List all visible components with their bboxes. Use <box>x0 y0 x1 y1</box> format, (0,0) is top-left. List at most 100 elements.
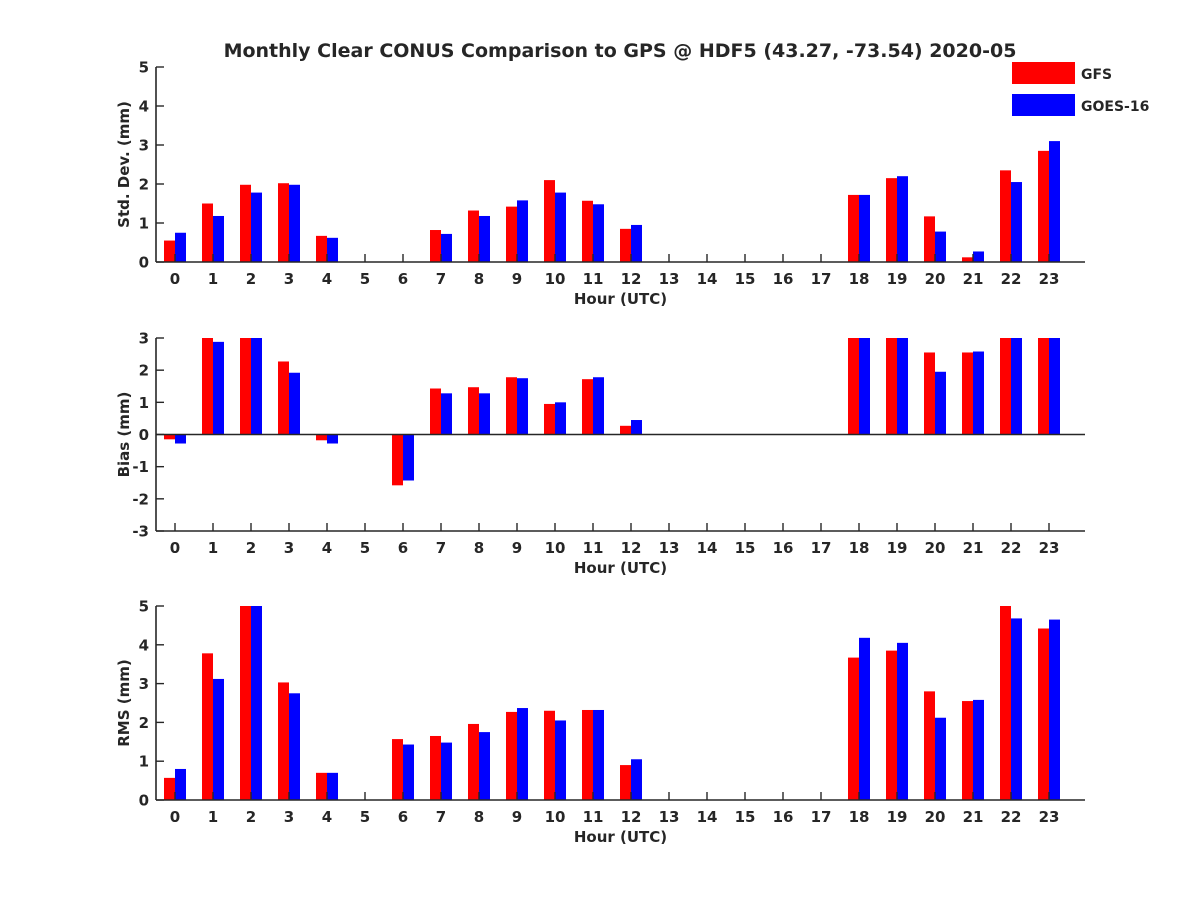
bias-y-tick-label: 3 <box>139 330 149 348</box>
std-dev-x-tick-label: 19 <box>887 270 908 288</box>
rms-x-tick-label: 0 <box>170 808 180 826</box>
std-dev-bar-goes16-11 <box>593 204 604 262</box>
rms-x-tick-label: 16 <box>773 808 794 826</box>
bias-x-tick-label: 3 <box>284 539 294 557</box>
rms-bar-goes16-7 <box>441 742 452 800</box>
std-dev-x-tick-label: 21 <box>963 270 984 288</box>
bias-bar-gfs-21 <box>962 352 973 435</box>
std-dev-bar-goes16-20 <box>935 231 946 262</box>
std-dev-bar-gfs-2 <box>240 184 251 262</box>
rms-x-tick-label: 4 <box>322 808 332 826</box>
rms-x-tick-label: 14 <box>697 808 718 826</box>
std-dev-bar-gfs-7 <box>430 230 441 262</box>
bias-bar-gfs-2 <box>240 338 251 435</box>
std-dev-bar-goes16-3 <box>289 184 300 262</box>
std-dev-bar-goes16-9 <box>517 200 528 262</box>
rms-x-tick-label: 7 <box>436 808 446 826</box>
bias-bar-goes16-21 <box>973 351 984 435</box>
std-dev-y-tick-label: 2 <box>139 176 149 194</box>
std-dev-x-tick-label: 17 <box>811 270 832 288</box>
rms-bar-gfs-8 <box>468 723 479 800</box>
bias-y-tick-label: 1 <box>139 394 149 412</box>
bias-bar-gfs-22 <box>1000 338 1011 435</box>
rms-x-tick-label: 5 <box>360 808 370 826</box>
rms-bar-goes16-22 <box>1011 618 1022 800</box>
rms-x-tick-label: 2 <box>246 808 256 826</box>
std-dev-x-tick-label: 10 <box>545 270 566 288</box>
rms-bar-goes16-19 <box>897 642 908 800</box>
rms-x-tick-label: 18 <box>849 808 870 826</box>
std-dev-bar-goes16-18 <box>859 194 870 262</box>
std-dev-bar-goes16-7 <box>441 233 452 262</box>
bias-bar-gfs-0 <box>164 434 175 440</box>
rms-x-axis-label: Hour (UTC) <box>574 828 667 846</box>
rms-y-tick-label: 3 <box>139 675 149 693</box>
legend-swatch-gfs <box>1012 62 1075 84</box>
bias-bar-goes16-9 <box>517 378 528 435</box>
legend-label-gfs: GFS <box>1081 67 1112 83</box>
std-dev-x-tick-label: 20 <box>925 270 946 288</box>
rms-x-tick-label: 23 <box>1039 808 1060 826</box>
bias-y-tick-label: 0 <box>139 426 149 444</box>
std-dev-x-tick-label: 14 <box>697 270 718 288</box>
rms-bar-gfs-3 <box>278 682 289 800</box>
bias-x-tick-label: 8 <box>474 539 484 557</box>
rms-bar-gfs-0 <box>164 777 175 800</box>
std-dev-bar-gfs-4 <box>316 235 327 262</box>
bias-bar-gfs-1 <box>202 338 213 435</box>
bias-bar-goes16-1 <box>213 341 224 435</box>
rms-x-tick-label: 20 <box>925 808 946 826</box>
bias-x-tick-label: 16 <box>773 539 794 557</box>
bias-bar-gfs-6 <box>392 434 403 486</box>
std-dev-x-tick-label: 1 <box>208 270 218 288</box>
bias-bar-goes16-23 <box>1049 338 1060 435</box>
rms-x-tick-label: 10 <box>545 808 566 826</box>
bias-bar-gfs-18 <box>848 338 859 435</box>
rms-bar-goes16-9 <box>517 708 528 800</box>
rms-bar-gfs-18 <box>848 657 859 800</box>
std-dev-bar-gfs-21 <box>962 257 973 262</box>
bias-bar-gfs-11 <box>582 379 593 435</box>
bias-bar-gfs-7 <box>430 388 441 435</box>
bias-bar-goes16-2 <box>251 338 262 435</box>
std-dev-x-tick-label: 4 <box>322 270 332 288</box>
std-dev-x-tick-label: 3 <box>284 270 294 288</box>
std-dev-x-tick-label: 6 <box>398 270 408 288</box>
std-dev-bar-goes16-1 <box>213 215 224 262</box>
rms-bar-gfs-2 <box>240 606 251 800</box>
rms-bar-goes16-11 <box>593 709 604 800</box>
rms-y-axis-label: RMS (mm) <box>115 659 133 746</box>
rms-x-tick-label: 12 <box>621 808 642 826</box>
rms-y-tick-label: 1 <box>139 753 149 771</box>
std-dev-x-tick-label: 11 <box>583 270 604 288</box>
rms-bar-goes16-6 <box>403 744 414 800</box>
bias-bar-goes16-12 <box>631 420 642 435</box>
bias-y-tick-label: 2 <box>139 362 149 380</box>
std-dev-x-tick-label: 5 <box>360 270 370 288</box>
bias-bar-goes16-4 <box>327 434 338 444</box>
bias-x-tick-label: 0 <box>170 539 180 557</box>
std-dev-bar-goes16-21 <box>973 251 984 262</box>
std-dev-x-tick-label: 15 <box>735 270 756 288</box>
bias-bar-goes16-8 <box>479 393 490 435</box>
rms-x-tick-label: 8 <box>474 808 484 826</box>
rms-y-tick-label: 5 <box>139 598 149 616</box>
bias-x-tick-label: 17 <box>811 539 832 557</box>
bias-x-tick-label: 11 <box>583 539 604 557</box>
rms-x-tick-label: 22 <box>1001 808 1022 826</box>
rms-y-tick-label: 0 <box>139 792 149 810</box>
bias-bar-gfs-10 <box>544 403 555 435</box>
rms-x-tick-label: 9 <box>512 808 522 826</box>
std-dev-bar-goes16-22 <box>1011 182 1022 262</box>
std-dev-x-tick-label: 23 <box>1039 270 1060 288</box>
bias-bar-gfs-8 <box>468 387 479 435</box>
std-dev-y-tick-label: 5 <box>139 59 149 77</box>
rms-bar-goes16-10 <box>555 720 566 800</box>
std-dev-bar-goes16-12 <box>631 224 642 262</box>
legend: GFS GOES-16 <box>1012 62 1149 116</box>
rms-x-tick-label: 17 <box>811 808 832 826</box>
rms-bar-gfs-22 <box>1000 606 1011 800</box>
std-dev-bar-goes16-19 <box>897 176 908 262</box>
